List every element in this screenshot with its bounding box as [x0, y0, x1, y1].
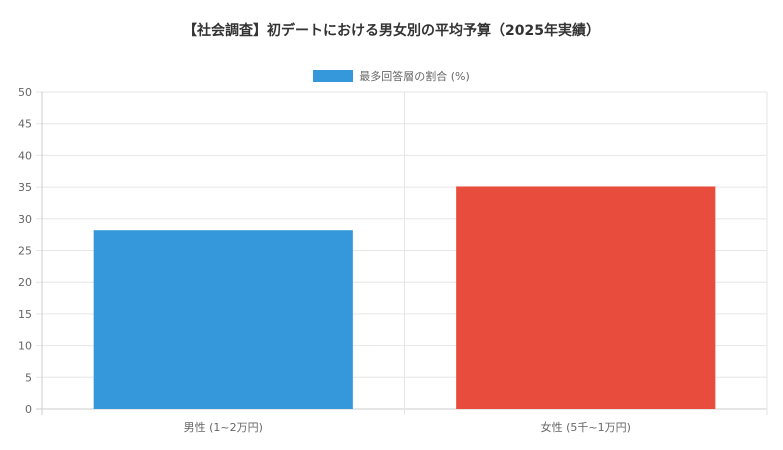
- chart-title: 【社会調査】初デートにおける男女別の平均予算（2025年実績）: [183, 23, 600, 39]
- y-tick-label: 45: [18, 118, 32, 131]
- y-tick-label: 5: [25, 371, 32, 384]
- y-tick-label: 25: [18, 245, 32, 258]
- legend-swatch: [313, 70, 354, 82]
- x-tick-label: 男性 (1~2万円): [184, 420, 263, 434]
- y-tick-label: 35: [18, 181, 32, 194]
- y-tick-label: 20: [18, 276, 32, 289]
- x-tick-label: 女性 (5千~1万円): [541, 420, 631, 434]
- y-tick-label: 10: [18, 340, 32, 353]
- legend[interactable]: 最多回答層の割合 (%): [0, 68, 783, 84]
- y-tick-label: 0: [25, 403, 32, 416]
- y-tick-label: 40: [18, 149, 32, 162]
- bar-1: [456, 186, 716, 409]
- y-tick-label: 15: [18, 308, 32, 321]
- y-tick-label: 50: [18, 86, 32, 99]
- legend-label: 最多回答層の割合 (%): [359, 70, 470, 83]
- bar-0: [93, 230, 353, 409]
- y-tick-label: 30: [18, 213, 32, 226]
